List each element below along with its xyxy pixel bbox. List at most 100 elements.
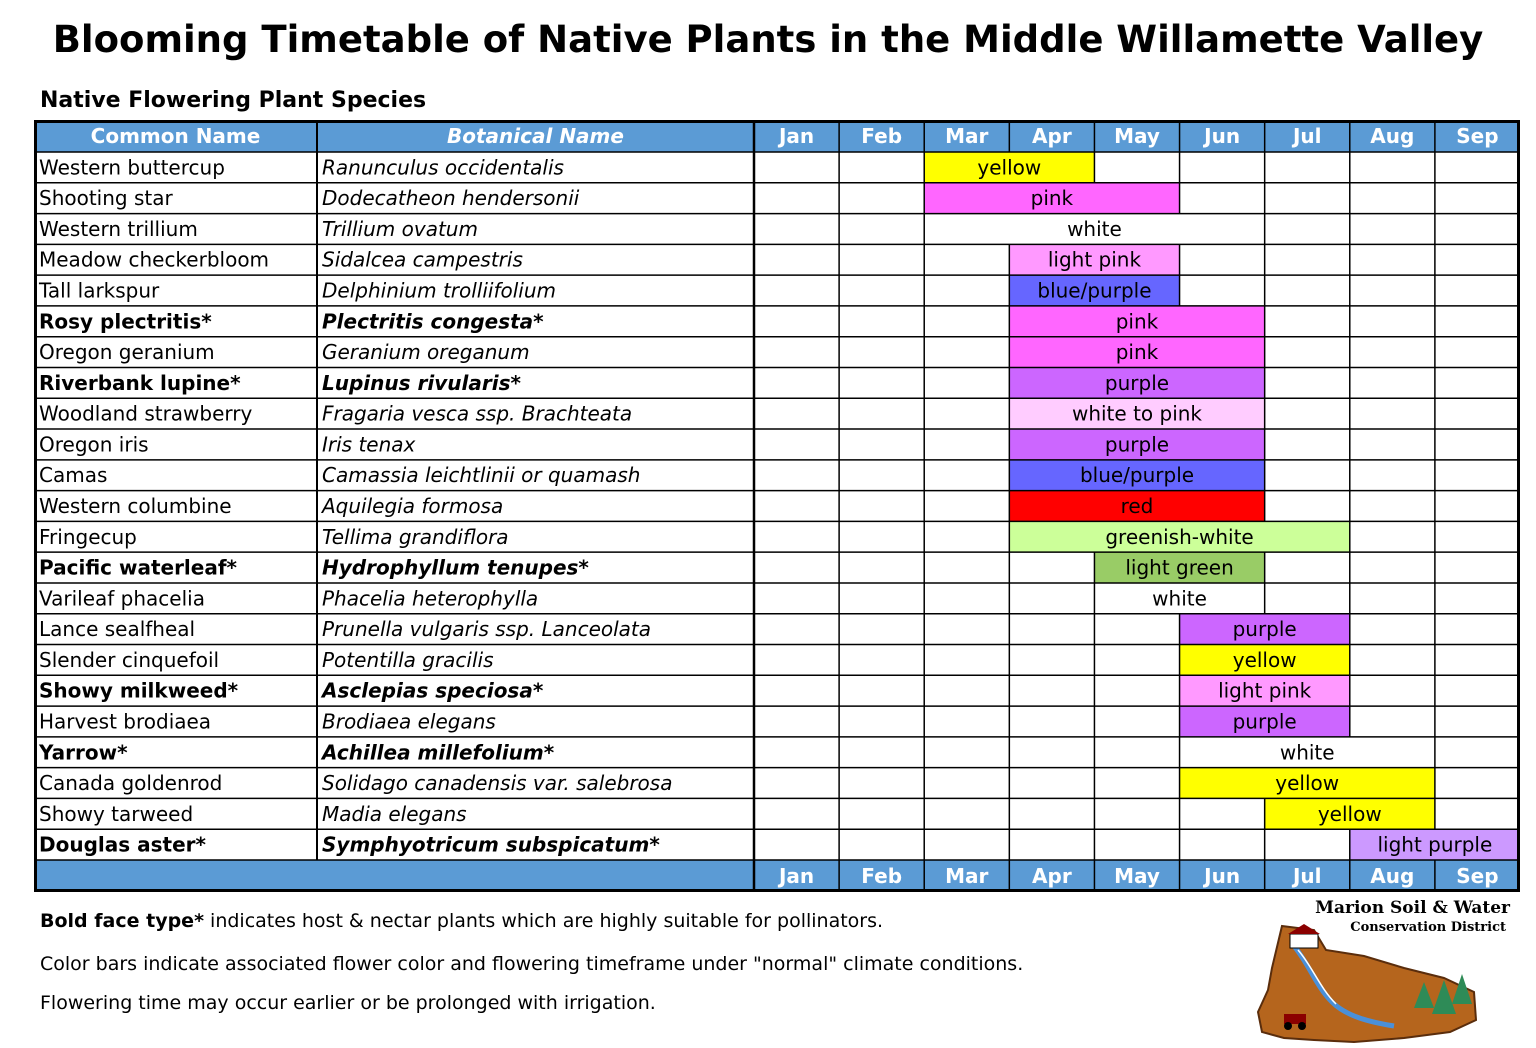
header-common-name: Common Name — [91, 124, 261, 148]
botanical-name-cell: Iris tenax — [322, 432, 416, 456]
common-name-cell: Lance sealfheal — [39, 617, 195, 641]
botanical-name-cell: Solidago canadensis var. salebrosa — [322, 771, 672, 795]
footer-month-apr: Apr — [1032, 864, 1072, 888]
botanical-name-cell: Achillea millefolium* — [320, 740, 555, 764]
botanical-name-cell: Sidalcea campestris — [322, 248, 523, 272]
botanical-name-cell: Aquilegia formosa — [320, 494, 503, 518]
bloom-bar — [1094, 552, 1265, 583]
common-name-cell: Camas — [39, 463, 107, 487]
header-month-may: May — [1114, 124, 1160, 148]
bloom-color-label: greenish-white — [1105, 525, 1253, 549]
footer-month-jun: Jun — [1202, 864, 1240, 888]
common-name-cell: Douglas aster* — [39, 833, 207, 857]
table-border — [34, 120, 1520, 892]
note-irrigation: Flowering time may occur earlier or be p… — [40, 992, 656, 1014]
common-name-cell: Oregon iris — [39, 432, 149, 456]
bloom-color-label: purple — [1233, 617, 1297, 641]
bloom-color-label: white — [1067, 217, 1122, 241]
botanical-name-cell: Prunella vulgaris ssp. Lanceolata — [322, 617, 651, 641]
bloom-bar — [1009, 367, 1265, 399]
common-name-cell: Harvest brodiaea — [39, 709, 211, 733]
bloom-color-label: purple — [1233, 709, 1297, 733]
footer-month-mar: Mar — [945, 864, 988, 888]
bloom-color-label: yellow — [1275, 771, 1339, 795]
bloom-color-label: pink — [1116, 309, 1159, 333]
common-name-cell: Canada goldenrod — [39, 771, 222, 795]
header-band — [34, 120, 1520, 152]
bloom-bar — [1009, 490, 1265, 522]
common-name-cell: Western buttercup — [39, 155, 225, 179]
botanical-name-cell: Plectritis congesta* — [322, 309, 544, 333]
bloom-bar — [1179, 675, 1350, 707]
bloom-bar — [1179, 644, 1350, 676]
bloom-bar — [924, 182, 1180, 214]
botanical-name-cell: Madia elegans — [322, 802, 467, 826]
bloom-bar — [924, 152, 1095, 183]
bloom-bar — [1009, 305, 1265, 337]
botanical-name-cell: Geranium oreganum — [322, 340, 530, 364]
header-month-jun: Jun — [1202, 124, 1240, 148]
botanical-name-cell: Hydrophyllum tenupes* — [322, 556, 589, 580]
bloom-color-label: yellow — [1318, 802, 1382, 826]
bloom-color-label: red — [1121, 494, 1154, 518]
bloom-timetable: Common Name Botanical Name Jan Jan Feb Feb Mar… — [34, 120, 1520, 892]
common-name-cell: Riverbank lupine* — [39, 371, 241, 395]
bloom-color-label: pink — [1116, 340, 1159, 364]
footer-band — [34, 860, 1520, 892]
common-name-cell: Oregon geranium — [39, 340, 215, 364]
bloom-color-label: light pink — [1218, 679, 1312, 703]
botanical-name-cell: Symphyotricum subspicatum* — [322, 833, 660, 857]
bloom-bar — [1009, 459, 1265, 491]
bloom-color-label: light purple — [1377, 833, 1492, 857]
botanical-name-cell: Tellima grandiflora — [322, 525, 509, 549]
oregon-map-icon — [1256, 924, 1478, 1044]
footer-month-feb: Feb — [861, 864, 902, 888]
common-name-cell: Tall larkspur — [38, 279, 160, 303]
bloom-bar — [1179, 736, 1435, 768]
botanical-name-cell: Asclepias speciosa* — [320, 679, 544, 703]
botanical-name-cell: Potentilla gracilis — [322, 648, 494, 672]
header-month-apr: Apr — [1032, 124, 1072, 148]
footer-month-jan: Jan — [777, 864, 814, 888]
table-subtitle: Native Flowering Plant Species — [40, 88, 427, 113]
common-name-cell: Woodland strawberry — [39, 402, 253, 426]
botanical-name-cell: Phacelia heterophylla — [322, 586, 538, 610]
bloom-color-label: white — [1152, 586, 1207, 610]
bloom-color-label: pink — [1031, 186, 1074, 210]
bloom-bar — [1179, 706, 1350, 737]
common-name-cell: Western columbine — [39, 494, 232, 518]
note-color-bars: Color bars indicate associated flower co… — [40, 953, 1024, 975]
bloom-color-label: yellow — [1233, 648, 1297, 672]
botanical-name-cell: Ranunculus occidentalis — [322, 155, 564, 179]
logo-line2: Conservation District — [1350, 920, 1506, 935]
footer-month-sep: Sep — [1456, 864, 1498, 888]
common-name-cell: Shooting star — [39, 186, 173, 210]
bloom-bar — [1009, 244, 1180, 276]
bloom-color-label: purple — [1105, 371, 1169, 395]
bloom-bar — [1094, 582, 1265, 614]
bloom-color-label: yellow — [977, 155, 1041, 179]
common-name-cell: Fringecup — [39, 525, 137, 549]
bloom-bar — [1179, 613, 1350, 645]
bloom-bar — [1009, 336, 1265, 368]
district-logo: Marion Soil & Water Conservation Distric… — [1254, 896, 1516, 1046]
common-name-cell: Varileaf phacelia — [39, 586, 205, 610]
header-botanical-name: Botanical Name — [447, 124, 624, 148]
header-month-aug: Aug — [1370, 124, 1414, 148]
bloom-bar — [1264, 798, 1435, 830]
header-month-sep: Sep — [1456, 124, 1498, 148]
footer-month-jul: Jul — [1291, 864, 1322, 888]
note-line1-text: indicates host & nectar plants which are… — [204, 910, 884, 932]
common-name-cell: Showy milkweed* — [39, 679, 239, 703]
header-month-jan: Jan — [777, 124, 814, 148]
common-name-cell: Pacific waterleaf* — [39, 556, 238, 580]
common-name-cell: Slender cinquefoil — [39, 648, 219, 672]
bloom-color-label: blue/purple — [1080, 463, 1194, 487]
bloom-bar — [1009, 398, 1265, 430]
common-name-cell: Western trillium — [39, 217, 198, 241]
botanical-name-cell: Camassia leichtlinii or quamash — [322, 463, 640, 487]
header-month-jul: Jul — [1291, 124, 1322, 148]
common-name-cell: Showy tarweed — [39, 802, 193, 826]
page-title: Blooming Timetable of Native Plants in t… — [52, 18, 1484, 61]
logo-line1: Marion Soil & Water — [1315, 898, 1510, 918]
